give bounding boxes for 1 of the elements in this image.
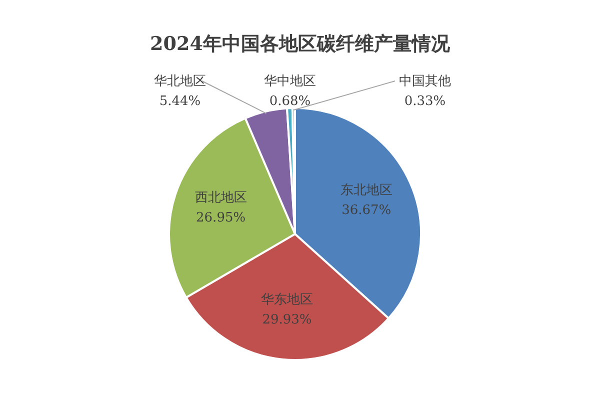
title: 2024年中国各地区碳纤维产量情况 [150,33,450,55]
